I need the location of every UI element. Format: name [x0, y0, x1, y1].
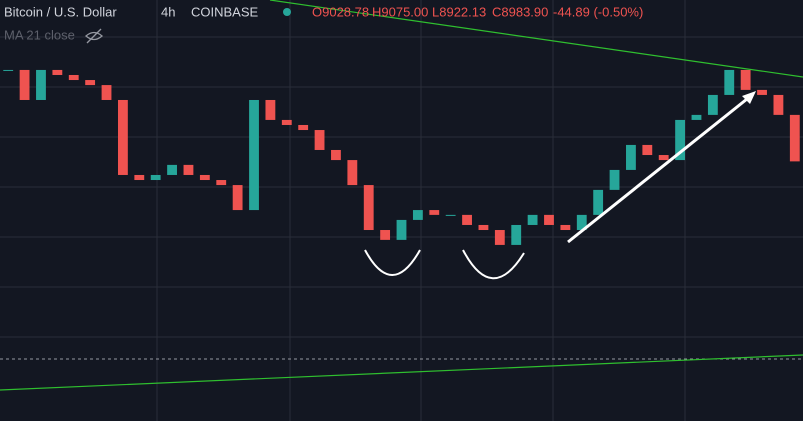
- candles: [3, 69, 800, 245]
- candle: [740, 69, 751, 90]
- trend-line: [269, 0, 803, 78]
- candle: [724, 69, 735, 95]
- curve-drawing: [364, 249, 421, 276]
- close-value: C8983.90: [492, 4, 548, 19]
- candle: [511, 224, 522, 245]
- candle: [560, 224, 571, 231]
- candle: [331, 149, 341, 161]
- candle: [101, 85, 112, 100]
- candle: [494, 230, 505, 245]
- candle: [412, 210, 423, 220]
- candle: [593, 189, 604, 215]
- candle: [363, 185, 374, 231]
- candle: [167, 164, 177, 175]
- candle: [249, 99, 259, 211]
- candle: [396, 219, 407, 240]
- arrow-drawing: [567, 93, 753, 244]
- low-value: L8922.13: [432, 4, 486, 19]
- candle: [265, 99, 276, 120]
- candle: [691, 114, 702, 120]
- candle: [707, 94, 718, 115]
- candle: [3, 69, 14, 71]
- candle: [478, 224, 489, 231]
- candle: [675, 119, 686, 161]
- candle: [232, 185, 243, 211]
- candle: [314, 130, 325, 150]
- candle: [52, 69, 63, 75]
- candle: [757, 89, 767, 95]
- curve-drawing: [462, 249, 525, 280]
- status-dot: [283, 8, 291, 16]
- candle: [85, 80, 96, 86]
- candle: [658, 155, 669, 161]
- arrow-head: [742, 91, 756, 104]
- candle: [527, 214, 538, 225]
- candle: [626, 144, 636, 170]
- candle: [281, 119, 292, 125]
- candle: [642, 144, 653, 156]
- hide-icon[interactable]: [85, 28, 103, 44]
- candle: [462, 214, 472, 225]
- open-value: O9028.78: [312, 4, 369, 19]
- candle: [134, 174, 145, 181]
- candle: [183, 164, 194, 175]
- candle: [576, 214, 587, 231]
- candle: [544, 214, 554, 225]
- candle: [298, 124, 309, 131]
- candle: [117, 99, 128, 175]
- candle: [36, 69, 46, 100]
- candle: [68, 74, 79, 81]
- candle: [789, 114, 800, 162]
- high-value: H9075.00: [372, 4, 428, 19]
- candle: [445, 214, 456, 216]
- symbol-title: Bitcoin / U.S. Dollar: [4, 4, 117, 19]
- candle: [216, 180, 227, 186]
- candle: [150, 174, 161, 181]
- trend-line: [0, 354, 803, 391]
- candle: [773, 94, 784, 115]
- interval: 4h: [161, 4, 175, 19]
- candle: [199, 174, 210, 181]
- candle: [609, 169, 620, 190]
- exchange: COINBASE: [191, 4, 259, 19]
- candle: [429, 210, 440, 215]
- candle: [347, 160, 358, 186]
- indicator-label[interactable]: MA 21 close: [4, 27, 75, 42]
- candle: [380, 230, 391, 240]
- candle: [19, 69, 30, 100]
- change-value: -44.89 (-0.50%): [553, 4, 643, 19]
